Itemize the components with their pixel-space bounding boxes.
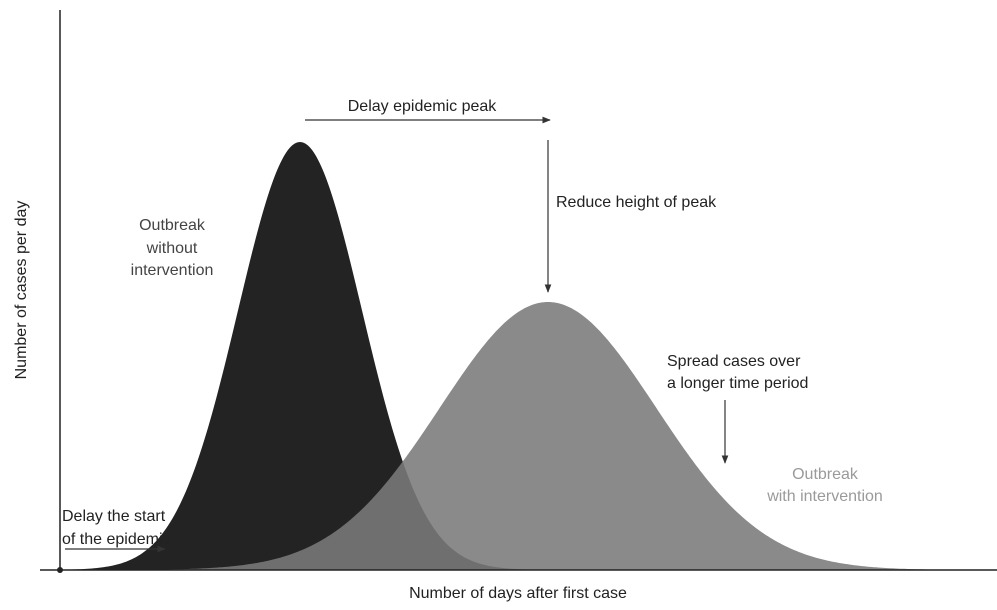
delay-start-label: of the epidemic — [62, 531, 171, 548]
without-label: intervention — [131, 262, 214, 279]
peak-reduce-label: Reduce height of peak — [556, 194, 717, 211]
y-axis-label: Number of cases per day — [13, 201, 30, 380]
peak-delay-label: Delay epidemic peak — [348, 98, 498, 115]
delay-start-label: Delay the start — [62, 508, 166, 525]
without-label: Outbreak — [139, 217, 206, 234]
origin — [57, 567, 63, 573]
with-label: Outbreak — [792, 466, 859, 483]
with-label: with intervention — [766, 488, 883, 505]
without-label: without — [146, 240, 198, 257]
curve-with-intervention — [100, 302, 995, 570]
spread-label: a longer time period — [667, 375, 808, 392]
x-axis-label: Number of days after first case — [409, 585, 627, 602]
spread-label: Spread cases over — [667, 353, 801, 370]
curve-without-intervention — [60, 142, 560, 570]
